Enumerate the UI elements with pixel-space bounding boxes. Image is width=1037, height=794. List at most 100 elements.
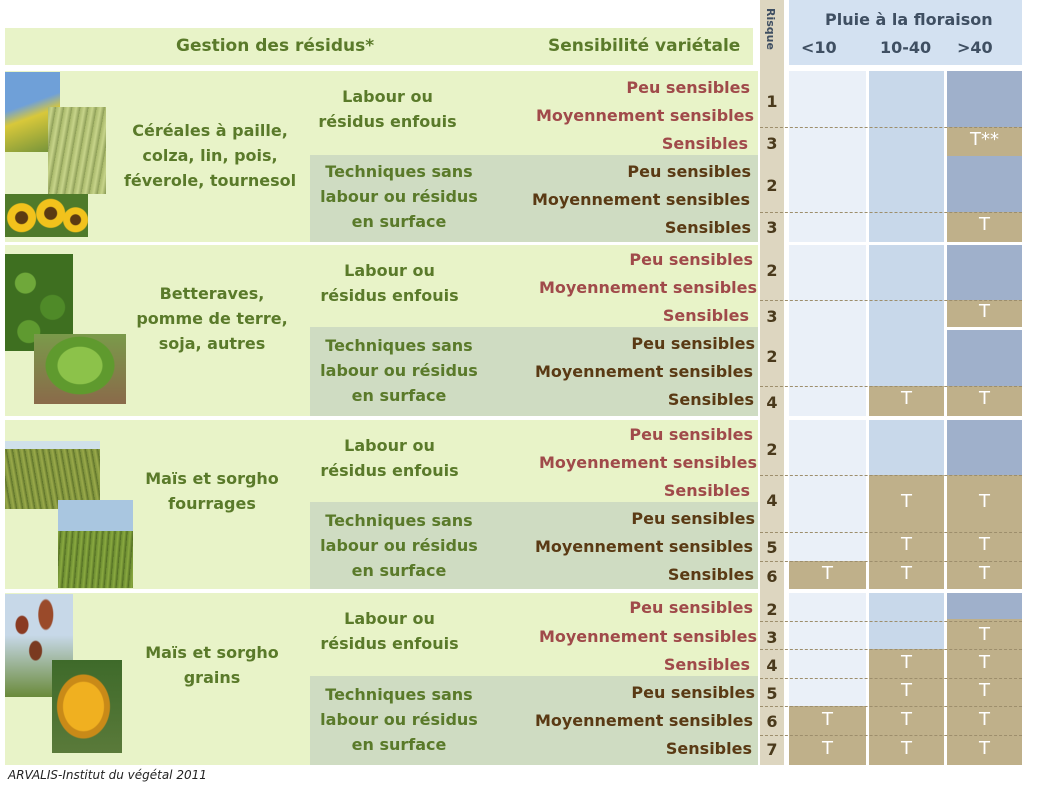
technique-plough: Labour ou résidus enfouis	[318, 87, 457, 131]
treatment-mark: T**	[970, 129, 999, 150]
risk-divider	[760, 706, 1022, 707]
risk-divider	[760, 475, 1022, 476]
risk-value: 3	[766, 218, 778, 237]
treatment-mark: T	[979, 624, 990, 645]
photo-wheat	[48, 107, 106, 194]
treatment-mark: T	[901, 563, 912, 584]
group-maize-forage-notill-band	[310, 502, 758, 589]
sensitivity-medium: Moyennement sensibles	[538, 453, 757, 472]
treatment-mark: T	[901, 534, 912, 555]
risk-divider	[760, 621, 1022, 622]
sensitivity-high: Sensibles	[667, 390, 754, 409]
varietal-sensitivity-header: Sensibilité variétale	[548, 36, 741, 56]
risk-divider	[760, 735, 1022, 736]
treatment-cell	[869, 386, 944, 416]
treatment-mark: T	[901, 709, 912, 730]
treatment-mark: T	[822, 738, 833, 759]
risk-cell	[789, 71, 866, 242]
treatment-mark: T	[979, 563, 990, 584]
treatment-mark: T	[901, 680, 912, 701]
photo-sorghum-field	[5, 441, 100, 509]
rain-at-flowering-header: Pluie à la floraison	[825, 10, 993, 29]
risk-cell	[869, 245, 944, 386]
risk-value: 2	[766, 261, 778, 280]
treatment-cell	[947, 127, 1022, 156]
treatment-mark: T	[979, 388, 990, 409]
risk-value: 5	[766, 684, 778, 703]
risk-value: 4	[766, 656, 778, 675]
risk-divider	[760, 532, 1022, 533]
sensitivity-medium: Moyennement sensibles	[538, 627, 757, 646]
treatment-cell	[947, 619, 1022, 765]
sensitivity-medium: Moyennement sensibles	[534, 362, 753, 381]
risk-cell	[947, 593, 1022, 619]
sensitivity-low: Peu sensibles	[629, 425, 753, 444]
risk-value: 4	[766, 393, 778, 412]
crop-label-cereals: Céréales à paille, colza, lin, pois, fév…	[123, 121, 297, 190]
risk-column	[760, 0, 784, 765]
crop-label-beet: Betteraves, pomme de terre, soja, autres	[136, 284, 288, 353]
risk-divider	[760, 300, 1022, 301]
risk-value: 4	[766, 491, 778, 510]
treatment-mark: T	[822, 709, 833, 730]
sensitivity-high: Sensibles	[663, 655, 750, 674]
rain-header-band	[789, 0, 1022, 65]
photo-maize-field	[58, 500, 133, 588]
treatment-mark: T	[901, 388, 912, 409]
treatment-mark: T	[901, 652, 912, 673]
treatment-mark: T	[901, 491, 912, 512]
sensitivity-low: Peu sensibles	[627, 162, 751, 181]
rain-col-low: <10	[801, 38, 837, 57]
risk-value: 6	[766, 567, 778, 586]
sensitivity-low: Peu sensibles	[631, 334, 755, 353]
risk-divider	[760, 386, 1022, 387]
risk-cell	[869, 420, 944, 475]
treatment-cell	[869, 649, 944, 765]
risk-value: 2	[766, 347, 778, 366]
risk-cell	[869, 71, 944, 242]
risk-cell	[789, 420, 866, 561]
rain-col-high: >40	[957, 38, 993, 57]
treatment-mark: T	[822, 563, 833, 584]
treatment-mark: T	[901, 738, 912, 759]
risk-value: 2	[766, 600, 778, 619]
risk-divider	[760, 678, 1022, 679]
sensitivity-medium: Moyennement sensibles	[535, 106, 754, 125]
risk-value: 2	[766, 440, 778, 459]
sensitivity-high: Sensibles	[664, 218, 751, 237]
treatment-cell	[789, 561, 866, 589]
technique-plough: Labour ou résidus enfouis	[320, 261, 459, 305]
risk-value: 2	[766, 176, 778, 195]
risk-divider	[760, 561, 1022, 562]
sensitivity-low: Peu sensibles	[631, 509, 755, 528]
residue-management-header: Gestion des résidus*	[176, 36, 375, 56]
technique-plough: Labour ou résidus enfouis	[320, 436, 459, 480]
crop-label-maize-grain: Maïs et sorgho grains	[145, 643, 279, 687]
technique-no-till: Techniques sans labour ou résidus en sur…	[320, 511, 478, 580]
risk-cell	[947, 245, 1022, 300]
group-maize-grain-notill-band	[310, 676, 758, 765]
source-credit: ARVALIS-Institut du végétal 2011	[8, 768, 207, 782]
risk-value: 6	[766, 712, 778, 731]
sensitivity-low: Peu sensibles	[629, 250, 753, 269]
sensitivity-medium: Moyennement sensibles	[534, 537, 753, 556]
risk-divider	[760, 212, 1022, 213]
treatment-mark: T	[979, 491, 990, 512]
sensitivity-high: Sensibles	[662, 306, 749, 325]
sensitivity-low: Peu sensibles	[631, 683, 755, 702]
risk-value: 5	[766, 538, 778, 557]
risk-cell	[789, 245, 866, 416]
sensitivity-high: Sensibles	[663, 481, 750, 500]
treatment-mark: T	[979, 301, 990, 322]
sensitivity-high: Sensibles	[665, 739, 752, 758]
sensitivity-high: Sensibles	[667, 565, 754, 584]
technique-no-till: Techniques sans labour ou résidus en sur…	[320, 336, 478, 405]
risk-cell	[947, 156, 1022, 212]
sensitivity-medium: Moyennement sensibles	[534, 711, 753, 730]
photo-sunflower	[5, 194, 88, 237]
risk-value: 3	[766, 628, 778, 647]
risk-cell	[947, 71, 1022, 127]
risk-cell	[947, 420, 1022, 475]
treatment-mark: T	[979, 214, 990, 235]
treatment-mark: T	[979, 534, 990, 555]
